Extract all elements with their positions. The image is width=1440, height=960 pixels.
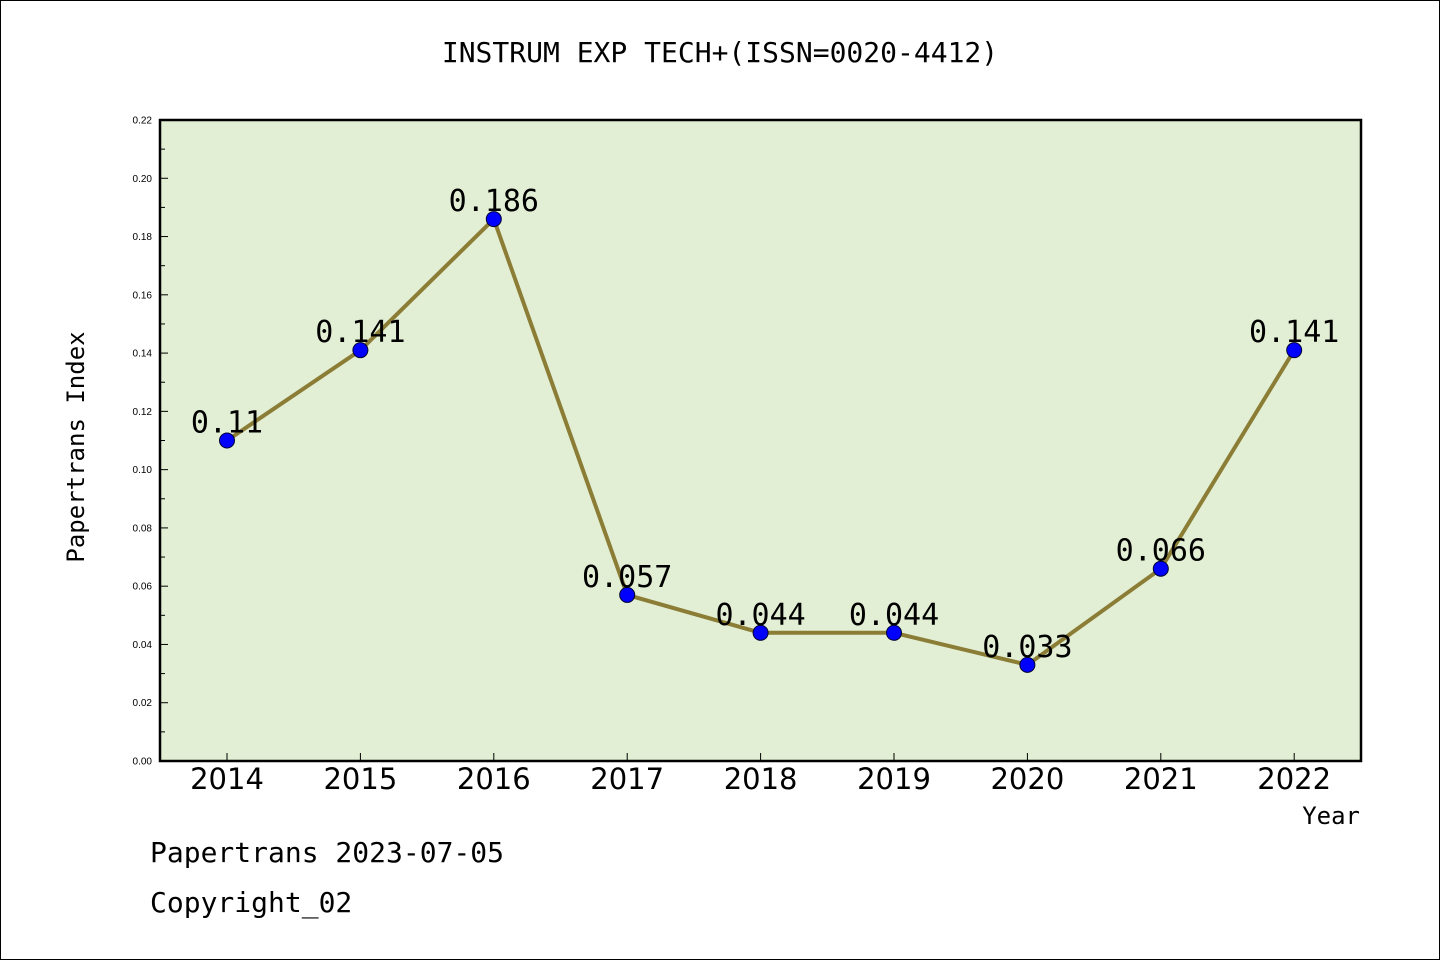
data-label: 0.057 [582, 560, 672, 595]
data-label: 0.11 [191, 406, 263, 441]
data-point [352, 342, 369, 359]
plot-area [158, 118, 1363, 763]
data-label: 0.141 [1249, 315, 1339, 350]
y-axis: 0.00 0.02 0.04 0.06 0.08 0.10 0.12 0.14 0.16 0.18… [133, 116, 168, 768]
y-tick-label: 0.14 [133, 349, 153, 360]
x-tick-label: 2018 [724, 762, 798, 796]
y-tick-label: 0.10 [133, 465, 153, 476]
y-tick-label: 0.02 [133, 698, 153, 709]
data-point [752, 624, 769, 641]
x-tick-label: 2021 [1124, 762, 1198, 796]
x-axis-label: Year [1302, 802, 1360, 830]
data-label: 0.186 [449, 184, 539, 219]
data-labels: 0.11 0.141 0.186 0.057 0.044 0.044 0.033 0.066 0… [191, 184, 1339, 665]
data-point [1286, 342, 1303, 359]
y-tick-label: 0.16 [133, 290, 153, 301]
y-tick-label: 0.12 [133, 407, 153, 418]
chart-title: INSTRUM EXP TECH+(ISSN=0020-4412) [441, 36, 999, 69]
x-tick-label: 2019 [857, 762, 931, 796]
y-tick-label: 0.06 [133, 582, 153, 593]
data-point [1019, 656, 1036, 673]
y-tick-label: 0.08 [133, 523, 153, 534]
y-tick-label: 0.20 [133, 174, 153, 185]
x-tick-label: 2020 [990, 762, 1064, 796]
data-label: 0.141 [315, 315, 405, 350]
y-tick-label: 0.04 [133, 640, 153, 651]
footer-date: Papertrans 2023-07-05 [150, 836, 505, 869]
x-tick-label: 2014 [190, 762, 264, 796]
data-point [485, 211, 502, 228]
data-label: 0.066 [1116, 534, 1206, 569]
footer-copyright: Copyright_02 [150, 886, 353, 919]
data-label: 0.044 [715, 598, 805, 633]
y-tick-label: 0.22 [133, 116, 153, 127]
data-point [1152, 560, 1169, 577]
y-axis-label: Papertrans Index [62, 331, 90, 563]
data-label: 0.044 [849, 598, 939, 633]
x-tick-label: 2022 [1257, 762, 1331, 796]
data-points [219, 211, 1303, 673]
data-point [886, 624, 902, 641]
x-tick-label: 2015 [323, 762, 397, 796]
y-tick-label: 0.00 [133, 757, 153, 768]
x-tick-label: 2017 [590, 762, 664, 796]
data-label: 0.033 [982, 630, 1072, 665]
data-point [219, 432, 235, 449]
x-axis: 2014 2015 2016 2017 2018 2019 2020 2021 2022 [190, 753, 1331, 796]
y-tick-label: 0.18 [133, 232, 153, 243]
x-tick-label: 2016 [457, 762, 531, 796]
data-point [619, 586, 636, 603]
